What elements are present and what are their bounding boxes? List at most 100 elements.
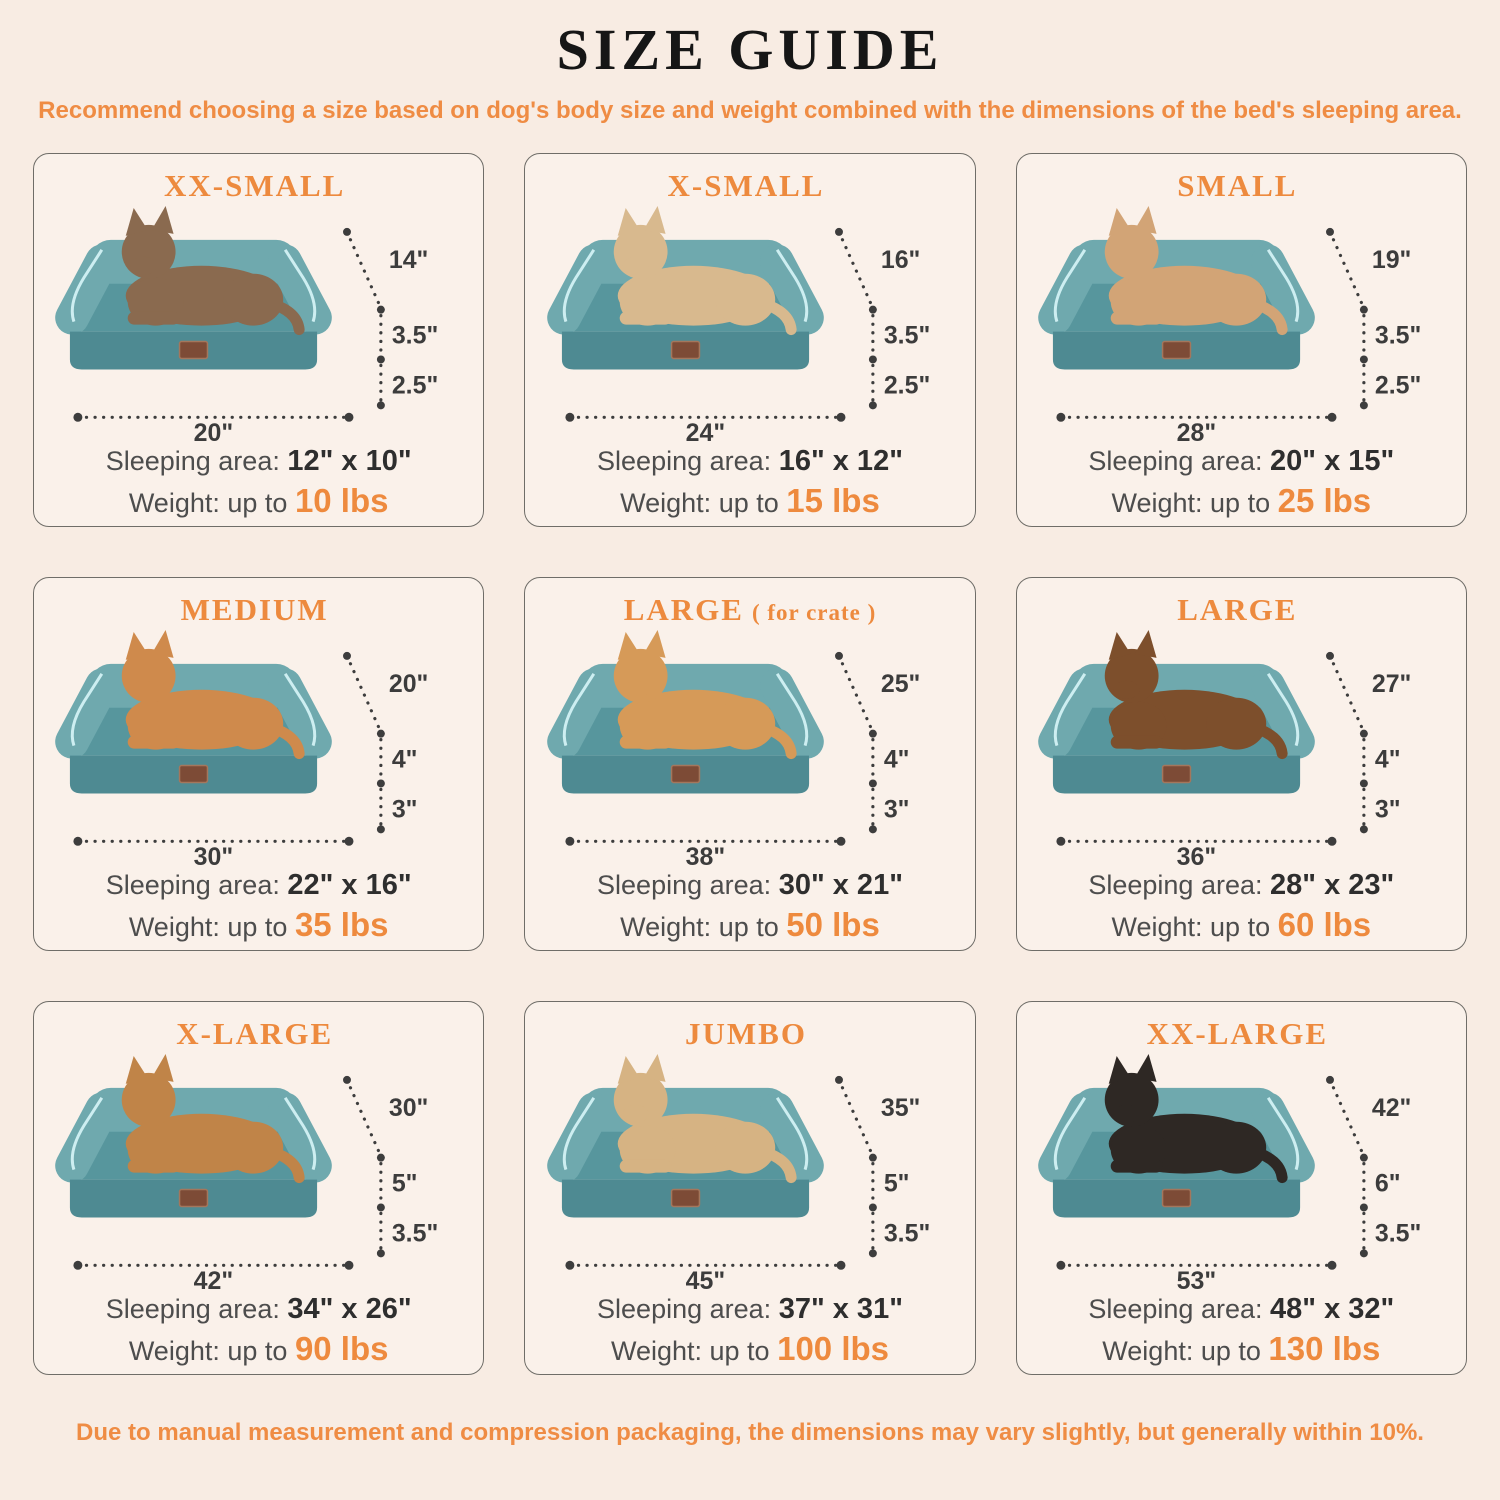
weight-line: Weight: up to 50 lbs <box>531 906 968 944</box>
dim-bolster-height-label: 3.5" <box>392 322 438 350</box>
dim-side-height-label: 16" <box>881 246 921 274</box>
card-size-name: X-SMALL <box>667 168 825 203</box>
size-card-medium: MEDIUM 20" 4" 3" 30" Sleeping area: 22" … <box>33 577 485 951</box>
sleeping-area-value: 28" x 23" <box>1270 869 1395 902</box>
sleeping-area-label: Sleeping area: <box>105 446 280 477</box>
sleeping-area-label: Sleeping area: <box>105 1294 280 1325</box>
size-card-large-for-crate: LARGE ( for crate ) 25" 4" 3" 38" Sleepin… <box>524 577 976 951</box>
weight-line: Weight: up to 130 lbs <box>1023 1330 1460 1368</box>
sleeping-area-label: Sleeping area: <box>105 870 280 901</box>
weight-line: Weight: up to 15 lbs <box>531 482 968 520</box>
card-size-name: LARGE <box>623 592 744 627</box>
dim-side-height-label: 27" <box>1372 670 1412 698</box>
sleeping-area-line: Sleeping area: 37" x 31" <box>531 1293 968 1326</box>
dim-base-height-label: 3" <box>884 795 910 823</box>
dim-base-height-label: 2.5" <box>884 371 930 399</box>
card-size-name: MEDIUM <box>180 592 329 627</box>
dim-width-label: 20" <box>194 419 234 443</box>
sleeping-area-label: Sleeping area: <box>1088 870 1263 901</box>
dim-side-height-label: 42" <box>1372 1094 1412 1122</box>
sleeping-area-label: Sleeping area: <box>597 446 772 477</box>
card-size-name: XX-SMALL <box>163 168 346 203</box>
dim-bolster-height-label: 4" <box>392 746 418 774</box>
page-title: SIZE GUIDE <box>556 17 944 82</box>
size-card-small: SMALL 19" 3.5" 2.5" 28" Sleeping area: 2… <box>1015 153 1467 527</box>
footer-note: Due to manual measurement and compressio… <box>76 1419 1424 1446</box>
dim-width-label: 30" <box>194 843 234 867</box>
card-title: X-LARGE <box>40 1016 477 1052</box>
dim-base-height-label: 3.5" <box>1375 1219 1421 1247</box>
weight-value: 25 lbs <box>1277 482 1372 520</box>
sleeping-area-line: Sleeping area: 20" x 15" <box>1023 445 1460 478</box>
dim-base-height-label: 3.5" <box>392 1219 438 1247</box>
weight-label: Weight: up to <box>620 912 779 943</box>
dim-base-height-label: 3" <box>1375 795 1401 823</box>
dim-base-height-label: 3.5" <box>884 1219 930 1247</box>
card-title: XX-LARGE <box>1023 1016 1460 1052</box>
bed-dimension-diagram: 42" 6" 3.5" 53" <box>1030 1052 1421 1291</box>
bed-dimension-diagram: 19" 3.5" 2.5" 28" <box>1030 204 1421 443</box>
sleeping-area-value: 20" x 15" <box>1270 445 1395 478</box>
weight-line: Weight: up to 60 lbs <box>1023 906 1460 944</box>
card-title: X-SMALL <box>531 168 968 204</box>
weight-label: Weight: up to <box>1102 1336 1261 1367</box>
weight-label: Weight: up to <box>128 1336 288 1367</box>
sleeping-area-value: 30" x 21" <box>778 869 903 902</box>
weight-label: Weight: up to <box>128 488 288 519</box>
size-card-xx-small: XX-SMALL 14" 3.5" 2.5" 20" Sleeping area… <box>33 153 485 527</box>
card-size-name: X-LARGE <box>176 1016 334 1051</box>
sleeping-area-line: Sleeping area: 30" x 21" <box>531 869 968 902</box>
dim-base-height-label: 2.5" <box>392 371 438 399</box>
dim-side-height-label: 19" <box>1372 246 1412 274</box>
dim-width-label: 24" <box>685 419 725 443</box>
size-card-x-small: X-SMALL 16" 3.5" 2.5" 24" Sleeping area:… <box>524 153 976 527</box>
sleeping-area-line: Sleeping area: 48" x 32" <box>1023 1293 1460 1326</box>
bed-dimension-diagram: 14" 3.5" 2.5" 20" <box>48 204 439 443</box>
card-title: JUMBO <box>531 1016 968 1052</box>
recommendation-subtitle: Recommend choosing a size based on dog's… <box>38 97 1462 124</box>
dim-width-label: 45" <box>685 1267 725 1291</box>
sleeping-area-value: 37" x 31" <box>778 1293 903 1326</box>
size-card-xx-large: XX-LARGE 42" 6" 3.5" 53" Sleeping area: … <box>1015 1001 1467 1375</box>
dim-bolster-height-label: 6" <box>1375 1170 1401 1198</box>
dim-side-height-label: 14" <box>389 246 429 274</box>
bed-dimension-diagram: 27" 4" 3" 36" <box>1030 628 1412 867</box>
sleeping-area-line: Sleeping area: 16" x 12" <box>531 445 968 478</box>
dim-width-label: 28" <box>1177 419 1217 443</box>
bed-dimension-diagram: 16" 3.5" 2.5" 24" <box>539 204 930 443</box>
weight-value: 90 lbs <box>294 1330 389 1368</box>
dim-side-height-label: 20" <box>389 670 429 698</box>
weight-label: Weight: up to <box>1111 488 1271 519</box>
weight-line: Weight: up to 10 lbs <box>40 482 477 520</box>
sleeping-area-label: Sleeping area: <box>597 870 772 901</box>
weight-line: Weight: up to 100 lbs <box>531 1330 968 1368</box>
dim-side-height-label: 30" <box>389 1094 429 1122</box>
dim-width-label: 53" <box>1177 1267 1217 1291</box>
size-card-large: LARGE 27" 4" 3" 36" Sleeping area: 28" x… <box>1015 577 1467 951</box>
sleeping-area-label: Sleeping area: <box>1088 446 1263 477</box>
weight-line: Weight: up to 35 lbs <box>40 906 477 944</box>
weight-value: 100 lbs <box>777 1330 890 1368</box>
card-size-name: XX-LARGE <box>1146 1016 1328 1051</box>
bed-dimension-diagram: 20" 4" 3" 30" <box>48 628 429 867</box>
dim-bolster-height-label: 4" <box>884 746 910 774</box>
weight-value: 15 lbs <box>786 482 880 520</box>
sleeping-area-label: Sleeping area: <box>1088 1294 1263 1325</box>
size-card-jumbo: JUMBO 35" 5" 3.5" 45" Sleeping area: 37"… <box>524 1001 976 1375</box>
sleeping-area-value: 12" x 10" <box>287 445 412 478</box>
weight-label: Weight: up to <box>128 912 288 943</box>
dim-width-label: 36" <box>1177 843 1217 867</box>
sleeping-area-value: 48" x 32" <box>1270 1293 1395 1326</box>
sleeping-area-label: Sleeping area: <box>597 1294 772 1325</box>
dim-bolster-height-label: 3.5" <box>884 322 930 350</box>
sleeping-area-value: 34" x 26" <box>287 1293 412 1326</box>
weight-value: 35 lbs <box>294 906 389 944</box>
card-size-name: JUMBO <box>685 1016 807 1051</box>
dim-base-height-label: 2.5" <box>1375 371 1421 399</box>
dim-base-height-label: 3" <box>392 795 418 823</box>
card-size-note: ( for crate ) <box>751 600 877 625</box>
dim-width-label: 38" <box>685 843 725 867</box>
sleeping-area-line: Sleeping area: 28" x 23" <box>1023 869 1460 902</box>
dim-side-height-label: 35" <box>881 1094 921 1122</box>
dim-side-height-label: 25" <box>881 670 921 698</box>
